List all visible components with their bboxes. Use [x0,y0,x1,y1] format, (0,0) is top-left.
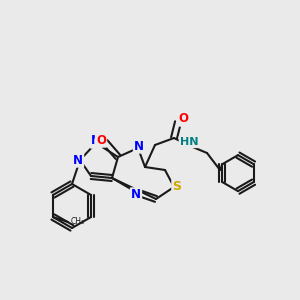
Text: N: N [131,188,141,202]
Text: HN: HN [180,137,198,147]
Text: N: N [91,134,101,148]
Text: N: N [134,140,144,152]
Text: N: N [73,154,83,166]
Text: O: O [96,134,106,146]
Text: O: O [178,112,188,125]
Text: CH₃: CH₃ [71,218,85,226]
Text: S: S [172,181,182,194]
